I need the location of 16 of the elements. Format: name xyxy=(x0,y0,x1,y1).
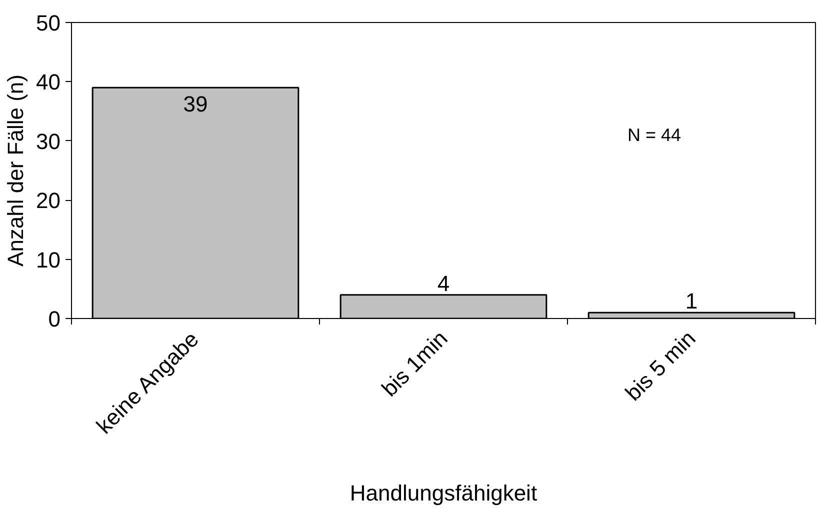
bar xyxy=(588,312,796,318)
y-tick-label: 20 xyxy=(36,188,61,214)
data-label: 1 xyxy=(685,288,698,314)
y-axis-title: Anzahl der Fälle (n) xyxy=(3,74,28,266)
data-label: 4 xyxy=(437,270,450,296)
y-tick-label: 50 xyxy=(36,10,61,36)
data-label: 39 xyxy=(183,92,208,117)
y-tick-label: 0 xyxy=(48,306,61,332)
bar xyxy=(340,294,548,318)
annotation: N = 44 xyxy=(628,124,682,145)
y-tick-label: 10 xyxy=(36,247,61,272)
x-axis-title: Handlungsfähigkeit xyxy=(350,480,538,506)
y-tick-label: 30 xyxy=(36,128,61,154)
bar xyxy=(92,86,300,318)
y-tick-label: 40 xyxy=(36,70,61,95)
x-tick-label: bis 5 min xyxy=(620,326,700,406)
